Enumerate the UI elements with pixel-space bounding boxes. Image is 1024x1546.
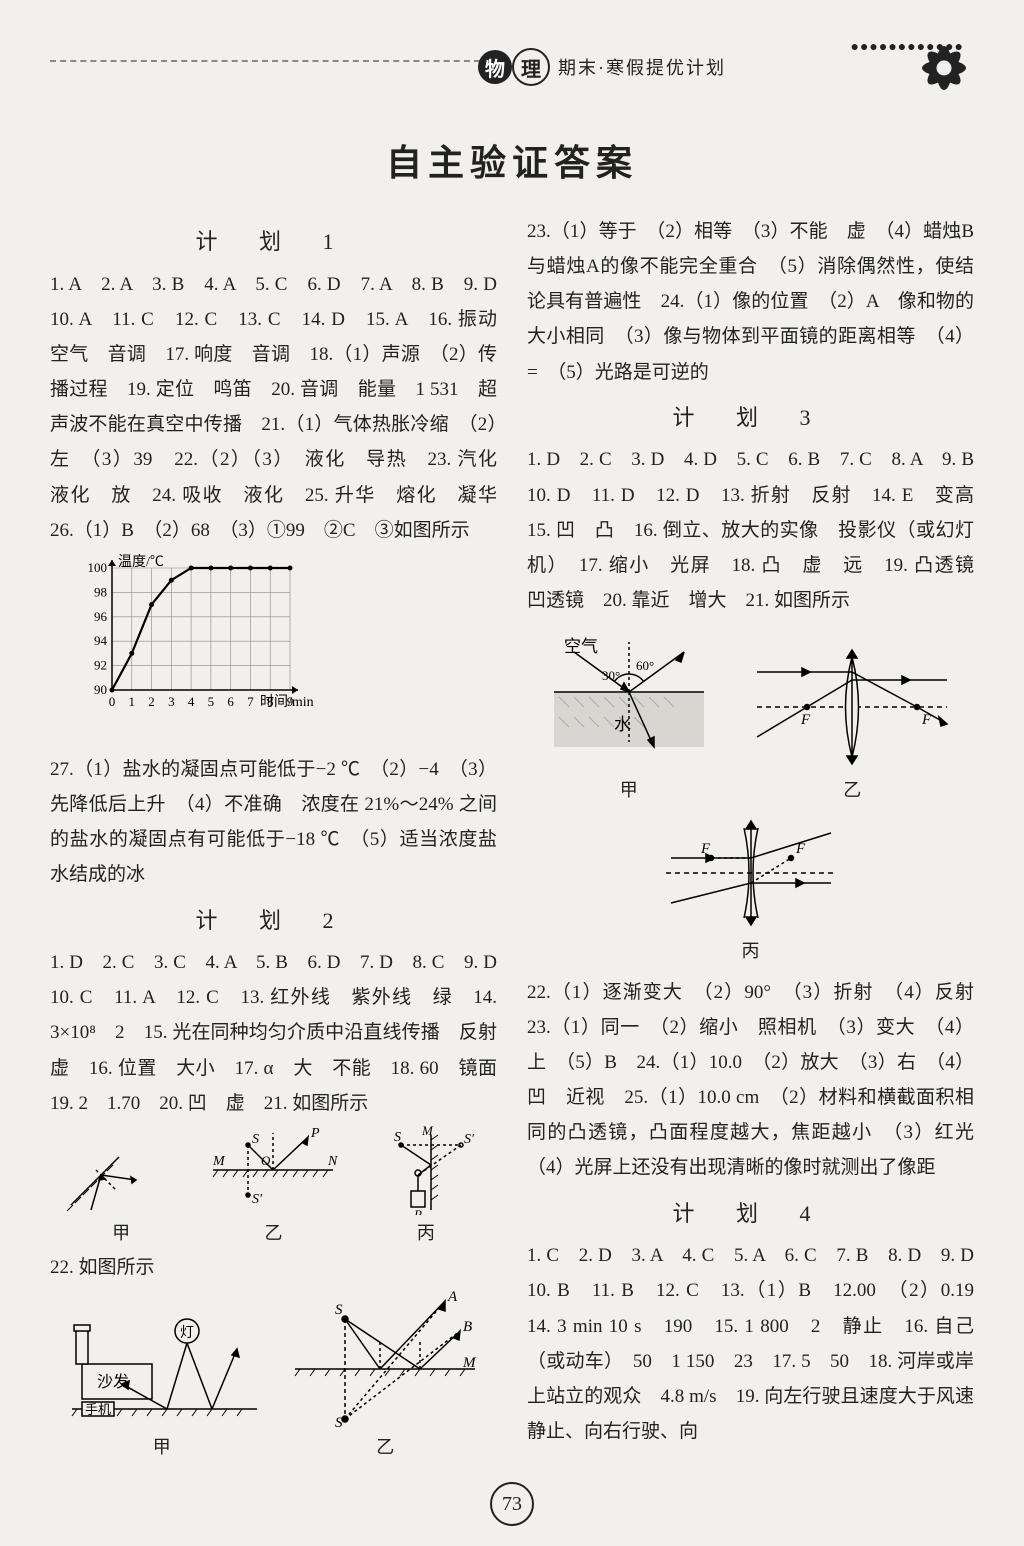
plan2-body: 1. D 2. C 3. C 4. A 5. B 6. D 7. D 8. C … [50,945,497,1121]
fig-plan3-bing: F F [656,813,846,933]
svg-text:92: 92 [94,657,107,672]
svg-text:N: N [327,1154,338,1169]
svg-text:空气: 空气 [564,637,598,656]
fig-label-jia: 甲 [112,1217,130,1250]
fig3-label-jia: 甲 [620,774,638,807]
svg-text:100: 100 [88,560,108,575]
fig-plan2-jia [61,1125,181,1215]
svg-text:M: M [421,1125,434,1138]
plan4-body: 1. C 2. D 3. A 4. C 5. A 6. C 7. B 8. D … [527,1238,974,1449]
plan2-after-figs: 22. 如图所示 [50,1250,497,1285]
svg-text:94: 94 [94,633,108,648]
svg-text:B: B [463,1319,472,1335]
fig3-label-yi: 乙 [843,774,861,807]
svg-text:S′: S′ [252,1192,263,1207]
plan3-after-figs: 22.（1）逐渐变大 （2）90° （3）折射 （4）反射 23.（1）同一 （… [527,975,974,1186]
plan1-title: 计 划 1 [50,222,497,263]
svg-text:S: S [335,1302,343,1318]
svg-text:60°: 60° [636,658,654,673]
top-dashed-line [50,60,480,62]
plan4-title: 计 划 4 [527,1194,974,1235]
plan2-figs-row1: 甲 [50,1125,497,1250]
plan3-pre: 23.（1）等于 （2）相等 （3）不能 虚 （4）蜡烛B与蜡烛A的像不能完全重… [527,214,974,390]
fig-22-label-jia: 甲 [153,1431,171,1464]
svg-text:96: 96 [94,609,108,624]
fig-plan2-22-jia: 沙发 手机 灯 [62,1289,262,1429]
svg-text:A: A [447,1289,458,1305]
svg-text:4: 4 [188,694,195,709]
svg-text:S: S [252,1132,259,1147]
svg-text:30°: 30° [602,668,620,683]
fig-plan2-22-yi: S A B S′ [285,1289,485,1429]
svg-text:3: 3 [168,694,175,709]
svg-text:0: 0 [109,694,116,709]
fig-plan2-yi: S P O S′ M N [203,1125,343,1215]
header-text: 期末·寒假提优计划 [558,54,726,80]
plan3-body: 1. D 2. C 3. D 4. D 5. C 6. B 7. C 8. A … [527,442,974,618]
svg-text:M: M [212,1154,226,1169]
svg-text:6: 6 [227,694,234,709]
fig-plan3-jia: 空气 水 30° [544,622,714,772]
fig-label-bing: 丙 [417,1217,435,1250]
plan3-title: 计 划 3 [527,398,974,439]
svg-text:7: 7 [247,694,254,709]
fig-plan2-bing: S S′ M P [366,1125,486,1215]
svg-text:P: P [413,1207,422,1215]
svg-text:90: 90 [94,682,107,697]
badge-subject-2: 理 [512,48,550,86]
svg-text:时间/min: 时间/min [260,694,314,710]
plan2-figs-row2: 沙发 手机 灯 [50,1289,497,1464]
fig-plan3-yi: F F [747,642,957,772]
svg-text:S′: S′ [464,1132,475,1147]
svg-text:手机: 手机 [85,1402,111,1417]
svg-text:S: S [394,1130,401,1145]
svg-text:灯: 灯 [180,1325,194,1341]
temperature-chart: 90929496981000123456789温度/℃时间/min [70,554,497,746]
svg-text:F: F [800,712,811,728]
svg-text:S′: S′ [335,1415,347,1429]
badge-subject-1: 物 [478,50,512,84]
svg-text:沙发: 沙发 [97,1373,129,1391]
svg-text:温度/℃: 温度/℃ [118,554,164,570]
svg-text:98: 98 [94,584,107,599]
plan3-figs-row2: F F 丙 [527,813,974,968]
svg-text:5: 5 [208,694,215,709]
left-column: 计 划 1 1. A 2. A 3. B 4. A 5. C 6. D 7. A… [50,214,497,1465]
page-title: 自主验证答案 [50,134,974,186]
svg-text:O: O [261,1153,271,1168]
plan3-figs-row1: 空气 水 30° [527,622,974,807]
svg-text:P: P [310,1126,320,1141]
header-badges: 物 理 期末·寒假提优计划 [478,48,726,86]
flower-icon [904,28,984,108]
page-number: 73 [490,1482,534,1526]
plan1-after-chart: 27.（1）盐水的凝固点可能低于−2 ℃ （2）−4 （3）先降低后上升 （4）… [50,752,497,893]
svg-text:2: 2 [148,694,155,709]
plan1-body: 1. A 2. A 3. B 4. A 5. C 6. D 7. A 8. B … [50,267,497,548]
svg-text:1: 1 [129,694,136,709]
fig-label-yi: 乙 [264,1217,282,1250]
right-column: 23.（1）等于 （2）相等 （3）不能 虚 （4）蜡烛B与蜡烛A的像不能完全重… [527,214,974,1465]
fig-22-label-yi: 乙 [376,1431,394,1464]
fig3-label-bing: 丙 [742,935,760,968]
plan2-title: 计 划 2 [50,901,497,942]
svg-text:M: M [462,1355,477,1371]
